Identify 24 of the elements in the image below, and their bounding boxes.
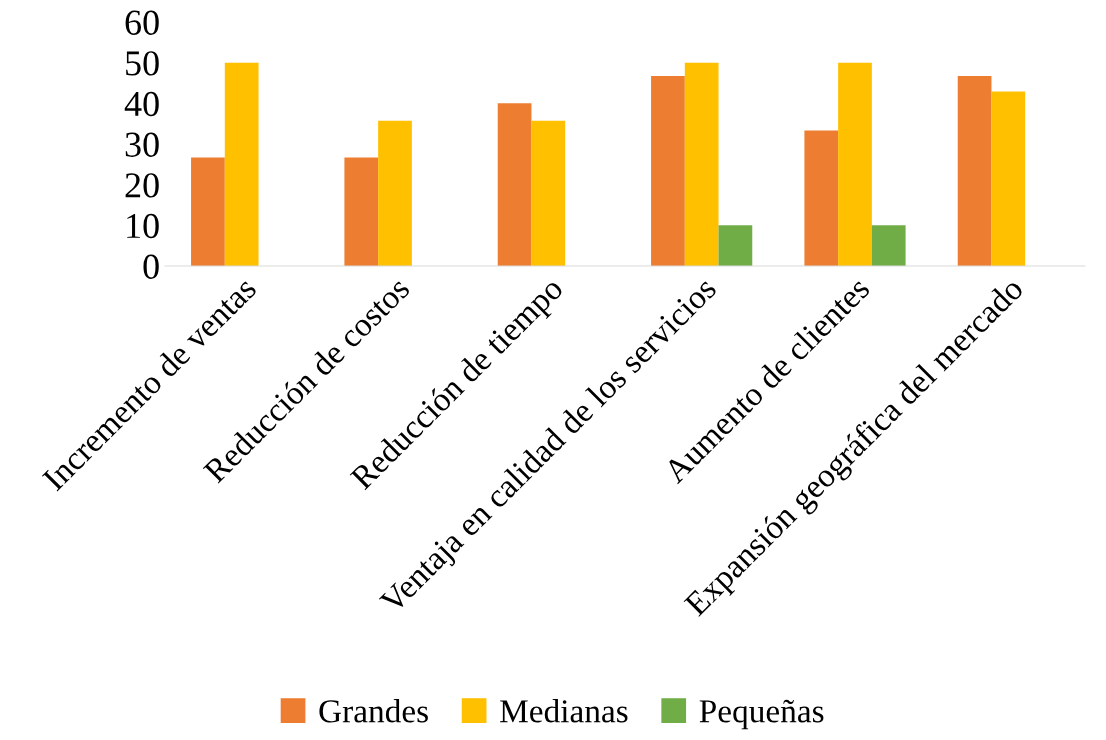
legend-label: Pequeñas [699, 699, 824, 730]
bar [871, 225, 906, 266]
y-tick-label: 50 [126, 51, 159, 76]
bar [991, 91, 1026, 266]
y-tick-label: 40 [124, 91, 159, 117]
legend-label: Medianas [500, 699, 628, 723]
bar [838, 62, 872, 266]
bar [804, 130, 839, 266]
bar [684, 62, 719, 266]
legend-label: Grandes [319, 699, 428, 723]
bar [378, 120, 412, 266]
bar [497, 103, 532, 266]
bar [531, 120, 566, 266]
y-tick-label: 30 [125, 132, 159, 157]
bar [651, 76, 685, 266]
bar [344, 157, 379, 266]
bar [957, 76, 992, 266]
y-tick-label: 20 [125, 173, 159, 198]
y-tick-label: 10 [127, 213, 159, 239]
bar [191, 157, 225, 266]
y-tick-label: 60 [125, 10, 159, 35]
bar [224, 62, 259, 266]
bar [718, 225, 753, 266]
y-tick-label: 0 [143, 254, 159, 279]
